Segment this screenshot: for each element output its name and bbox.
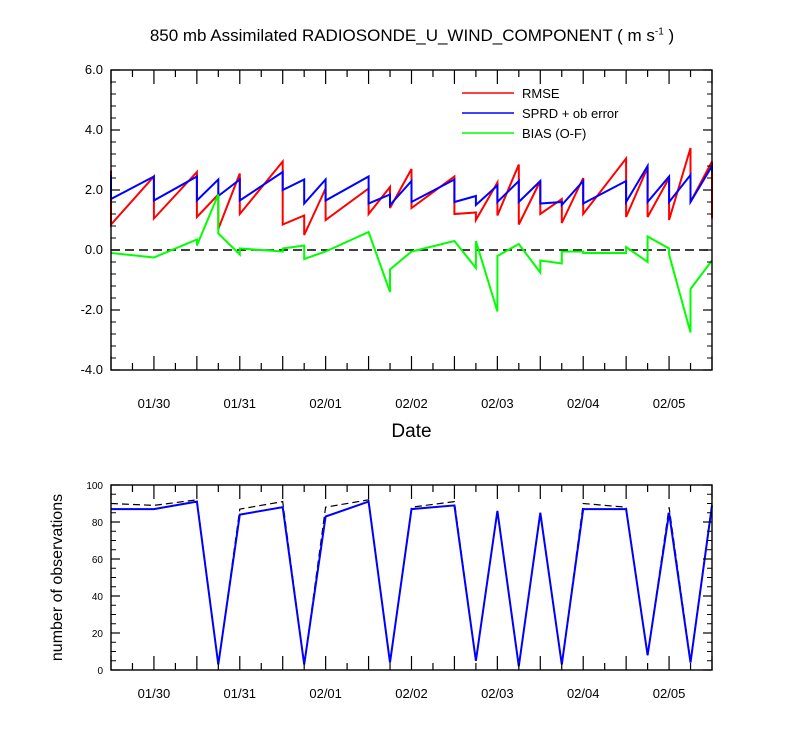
y-tick-label: 6.0 (85, 62, 103, 77)
x-tick-label: 02/05 (653, 686, 686, 701)
error-chart: -4.0 -2.0 0.0 2.0 4.0 6.0 01/30 01/31 02/01 02/02… (81, 62, 713, 442)
title-text: 850 mb Assimilated RADIOSONDE_U_WIND_COM… (149, 26, 655, 45)
observations-chart: 0 20 40 60 80 100 01/30 01/31 02/01 02/02 02/03 02/… (49, 481, 713, 701)
y-tick-label: -2.0 (81, 302, 103, 317)
legend-label: BIAS (O-F) (522, 126, 586, 141)
x-tick-label: 02/01 (309, 396, 342, 411)
y-tick-label: -4.0 (81, 362, 103, 377)
legend-label: SPRD + ob error (522, 106, 619, 121)
y-tick-label: 0.0 (85, 242, 103, 257)
series-possible-line (110, 499, 713, 667)
y-tick-label: 0 (97, 666, 103, 677)
y-tick-label: 20 (92, 629, 104, 640)
x-tick-label: 02/04 (567, 396, 600, 411)
title-exponent: -1 (654, 26, 664, 38)
x-tick-label: 01/31 (224, 396, 257, 411)
x-tick-label: 02/03 (481, 686, 514, 701)
y-axis-title: number of observations (49, 494, 66, 661)
x-tick-label: 01/30 (138, 686, 171, 701)
x-tick-label: 02/01 (309, 686, 342, 701)
x-tick-label: 02/02 (395, 396, 428, 411)
x-tick-label: 02/03 (481, 396, 514, 411)
chart-title: 850 mb Assimilated RADIOSONDE_U_WIND_COM… (0, 26, 800, 46)
x-tick-label: 01/30 (138, 396, 171, 411)
y-tick-label: 100 (86, 481, 103, 492)
y-tick-label: 80 (92, 518, 104, 529)
x-axis-title: Date (391, 421, 431, 442)
y-tick-label: 4.0 (85, 122, 103, 137)
series-bias-o-f-line (110, 194, 713, 333)
plot-frame (110, 69, 713, 371)
y-tick-label: 2.0 (85, 182, 103, 197)
x-tick-label: 02/02 (395, 686, 428, 701)
title-suffix: ) (663, 26, 675, 45)
x-tick-label: 01/31 (224, 686, 257, 701)
x-tick-label: 02/05 (653, 396, 686, 411)
legend-label: RMSE (522, 86, 560, 101)
series-sprd-ob-error-line (110, 162, 713, 208)
x-tick-label: 02/04 (567, 686, 600, 701)
y-tick-label: 60 (92, 555, 104, 566)
series-used-line (111, 500, 713, 667)
y-tick-label: 40 (92, 592, 104, 603)
